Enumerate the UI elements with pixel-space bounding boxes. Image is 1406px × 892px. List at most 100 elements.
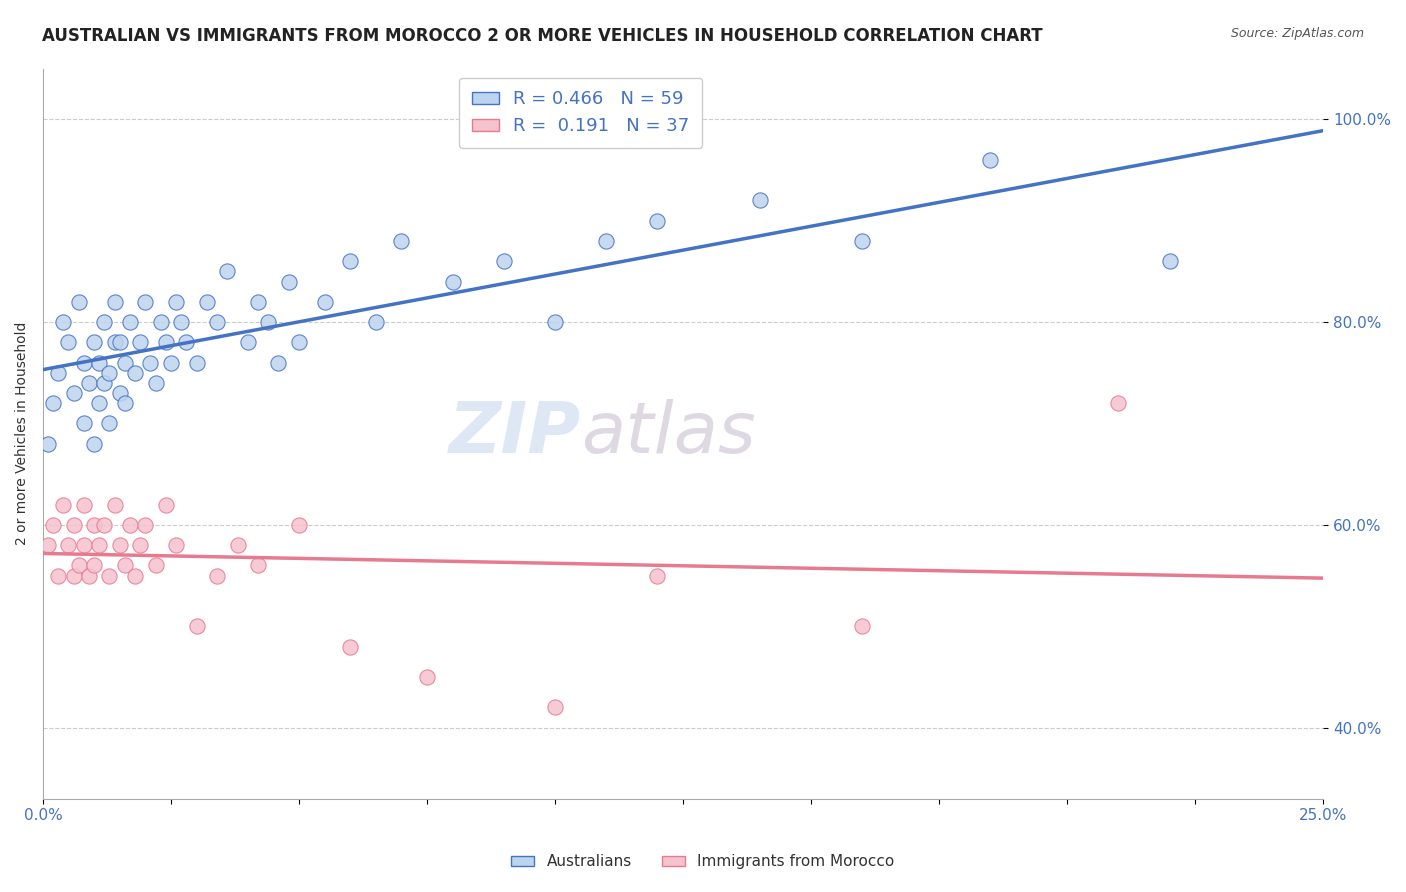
Point [46,366,69,380]
Point [226,538,249,552]
Point [364,315,387,329]
Point [98,366,121,380]
Text: AUSTRALIAN VS IMMIGRANTS FROM MOROCCO 2 OR MORE VEHICLES IN HOUSEHOLD CORRELATIO: AUSTRALIAN VS IMMIGRANTS FROM MOROCCO 2 … [42,27,1043,45]
Point [104,294,127,309]
Point [77,568,100,582]
Point [104,498,127,512]
Point [67,294,90,309]
Point [165,538,187,552]
Point [118,315,141,329]
Point [114,356,136,370]
Point [77,376,100,390]
Point [37,538,59,552]
Point [441,275,464,289]
Point [1159,254,1181,268]
Point [145,376,167,390]
Point [83,437,105,451]
Point [174,335,197,350]
Point [748,194,770,208]
Point [93,517,115,532]
Point [89,538,111,552]
Point [62,386,84,401]
Point [108,386,131,401]
Point [257,315,280,329]
Point [246,558,269,573]
Point [544,315,567,329]
Point [195,294,218,309]
Point [58,335,80,350]
Legend: Australians, Immigrants from Morocco: Australians, Immigrants from Morocco [505,848,901,875]
Point [52,498,75,512]
Point [46,568,69,582]
Point [155,335,177,350]
Point [37,437,59,451]
Point [42,396,65,410]
Point [288,335,311,350]
Point [83,558,105,573]
Point [339,640,361,654]
Point [170,315,193,329]
Point [165,294,187,309]
Point [58,538,80,552]
Y-axis label: 2 or more Vehicles in Household: 2 or more Vehicles in Household [15,322,30,545]
Point [98,417,121,431]
Point [118,517,141,532]
Point [124,366,146,380]
Point [73,538,96,552]
Point [595,234,617,248]
Point [186,619,208,633]
Point [134,517,156,532]
Point [647,568,669,582]
Point [492,254,515,268]
Point [149,315,172,329]
Text: atlas: atlas [581,399,755,468]
Legend: R = 0.466   N = 59, R =  0.191   N = 37: R = 0.466 N = 59, R = 0.191 N = 37 [460,78,702,148]
Point [42,517,65,532]
Point [155,498,177,512]
Point [851,234,873,248]
Point [73,417,96,431]
Point [205,568,228,582]
Point [62,568,84,582]
Point [647,213,669,227]
Point [98,568,121,582]
Text: Source: ZipAtlas.com: Source: ZipAtlas.com [1230,27,1364,40]
Point [1107,396,1129,410]
Point [114,396,136,410]
Point [89,356,111,370]
Point [129,538,152,552]
Point [83,335,105,350]
Point [277,275,299,289]
Point [160,356,183,370]
Point [217,264,239,278]
Point [67,558,90,573]
Point [83,517,105,532]
Point [389,234,412,248]
Point [73,356,96,370]
Point [288,517,311,532]
Point [114,558,136,573]
Point [314,294,336,309]
Point [89,396,111,410]
Point [205,315,228,329]
Point [52,315,75,329]
Point [416,670,439,684]
Point [124,568,146,582]
Point [73,498,96,512]
Point [186,356,208,370]
Point [108,335,131,350]
Point [339,254,361,268]
Point [246,294,269,309]
Point [139,356,162,370]
Point [145,558,167,573]
Point [134,294,156,309]
Point [979,153,1001,167]
Point [62,517,84,532]
Point [93,315,115,329]
Point [236,335,259,350]
Point [104,335,127,350]
Point [851,619,873,633]
Point [267,356,290,370]
Point [129,335,152,350]
Point [108,538,131,552]
